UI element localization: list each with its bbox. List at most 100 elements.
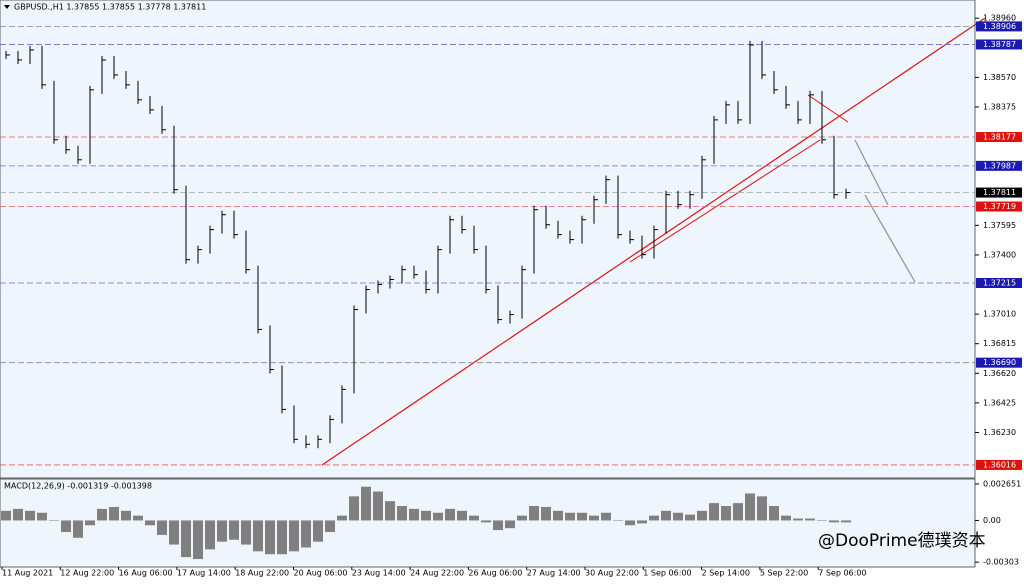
trend-line (807, 94, 849, 123)
trend-line (629, 139, 821, 263)
y-tick-label: 1.38960 (983, 14, 1016, 23)
macd-bar (313, 520, 323, 542)
x-tick-label: 16 Aug 06:00 (119, 569, 173, 578)
macd-bar (577, 512, 587, 521)
macd-bar (337, 515, 347, 521)
macd-bar (253, 520, 263, 552)
level-label: 1.38177 (983, 133, 1016, 142)
level-label: 1.37215 (983, 279, 1016, 288)
macd-bar (109, 506, 119, 521)
level-label-box (976, 132, 1022, 143)
macd-bar (565, 512, 575, 521)
macd-bar (469, 515, 479, 521)
level-label-box (976, 39, 1022, 50)
macd-tick-label: -0.00303 (983, 558, 1019, 567)
x-tick-label: 24 Aug 22:00 (410, 569, 464, 578)
x-tick-label: 20 Aug 06:00 (294, 569, 348, 578)
macd-bar (793, 518, 803, 521)
macd-bar (205, 520, 215, 550)
macd-bar (289, 520, 299, 552)
x-tick-label: 18 Aug 22:00 (235, 569, 289, 578)
macd-bar (73, 520, 83, 538)
macd-bar (649, 515, 659, 521)
macd-bar (445, 508, 455, 521)
x-tick-label: 23 Aug 14:00 (352, 569, 406, 578)
macd-bar (805, 518, 815, 521)
macd-label: MACD(12,26,9) -0.001319 -0.001398 (4, 482, 152, 491)
macd-bar (373, 491, 383, 521)
macd-bar (61, 520, 71, 533)
macd-bar (841, 520, 851, 523)
macd-bar (397, 505, 407, 521)
macd-bar (277, 520, 287, 555)
macd-bar (13, 508, 23, 521)
main-panel (0, 0, 976, 479)
x-tick-label: 5 Sep 22:00 (760, 569, 808, 578)
macd-bar (721, 505, 731, 521)
level-label-box (976, 187, 1022, 198)
macd-bar (1, 510, 11, 521)
x-tick-label: 11 Aug 2021 (2, 569, 53, 578)
macd-bar (637, 520, 647, 524)
x-tick-label: 7 Sep 06:00 (818, 569, 866, 578)
y-tick-label: 1.37010 (983, 310, 1016, 319)
macd-bar (769, 505, 779, 521)
macd-bar (541, 506, 551, 521)
y-tick-label: 1.37595 (983, 221, 1016, 230)
macd-bar (133, 515, 143, 521)
macd-bar (241, 520, 251, 545)
macd-bar (613, 520, 623, 521)
macd-tick-label: 0.002651 (983, 479, 1021, 488)
macd-bar (781, 515, 791, 521)
y-tick-label: 1.37400 (983, 250, 1016, 259)
macd-bar (349, 496, 359, 521)
macd-bar (85, 520, 95, 526)
macd-bar (121, 510, 131, 521)
level-label-box (976, 21, 1022, 32)
macd-bar (433, 512, 443, 521)
macd-bar (169, 520, 179, 545)
macd-bar (301, 520, 311, 548)
y-tick-label: 1.38570 (983, 73, 1016, 82)
macd-bar (217, 520, 227, 542)
level-label: 1.36016 (983, 460, 1016, 469)
macd-bar (229, 520, 239, 540)
arrow (864, 194, 916, 283)
macd-bar (589, 515, 599, 521)
level-label-box (976, 357, 1022, 368)
macd-bar (625, 520, 635, 526)
x-tick-label: 17 Aug 14:00 (177, 569, 231, 578)
macd-bar (49, 520, 59, 521)
level-label-box (976, 201, 1022, 212)
chart-title: GBPUSD.,H1 1.37855 1.37855 1.37778 1.378… (14, 3, 206, 12)
macd-bar (325, 520, 335, 533)
macd-bar (493, 520, 503, 531)
macd-bar (829, 520, 839, 523)
level-label-box (976, 160, 1022, 171)
arrow (854, 139, 889, 206)
macd-bar (757, 496, 767, 521)
x-tick-label: 1 Sep 06:00 (643, 569, 691, 578)
macd-bar (265, 520, 275, 555)
x-tick-label: 30 Aug 22:00 (585, 569, 639, 578)
macd-bar (685, 514, 695, 521)
y-tick-label: 1.38375 (983, 102, 1016, 111)
menu-triangle (4, 5, 10, 9)
macd-bar (97, 508, 107, 521)
macd-bar (361, 486, 371, 521)
y-tick-label: 1.36815 (983, 339, 1016, 348)
macd-bar (661, 510, 671, 521)
macd-bar (505, 520, 515, 529)
level-label: 1.36690 (983, 358, 1016, 367)
macd-bar (421, 510, 431, 521)
macd-bar (181, 520, 191, 558)
macd-bar (409, 508, 419, 521)
macd-bar (709, 503, 719, 521)
level-label: 1.37719 (983, 202, 1016, 211)
macd-bar (193, 520, 203, 560)
level-label-box (976, 459, 1022, 470)
macd-bar (553, 510, 563, 521)
macd-bar (601, 512, 611, 521)
